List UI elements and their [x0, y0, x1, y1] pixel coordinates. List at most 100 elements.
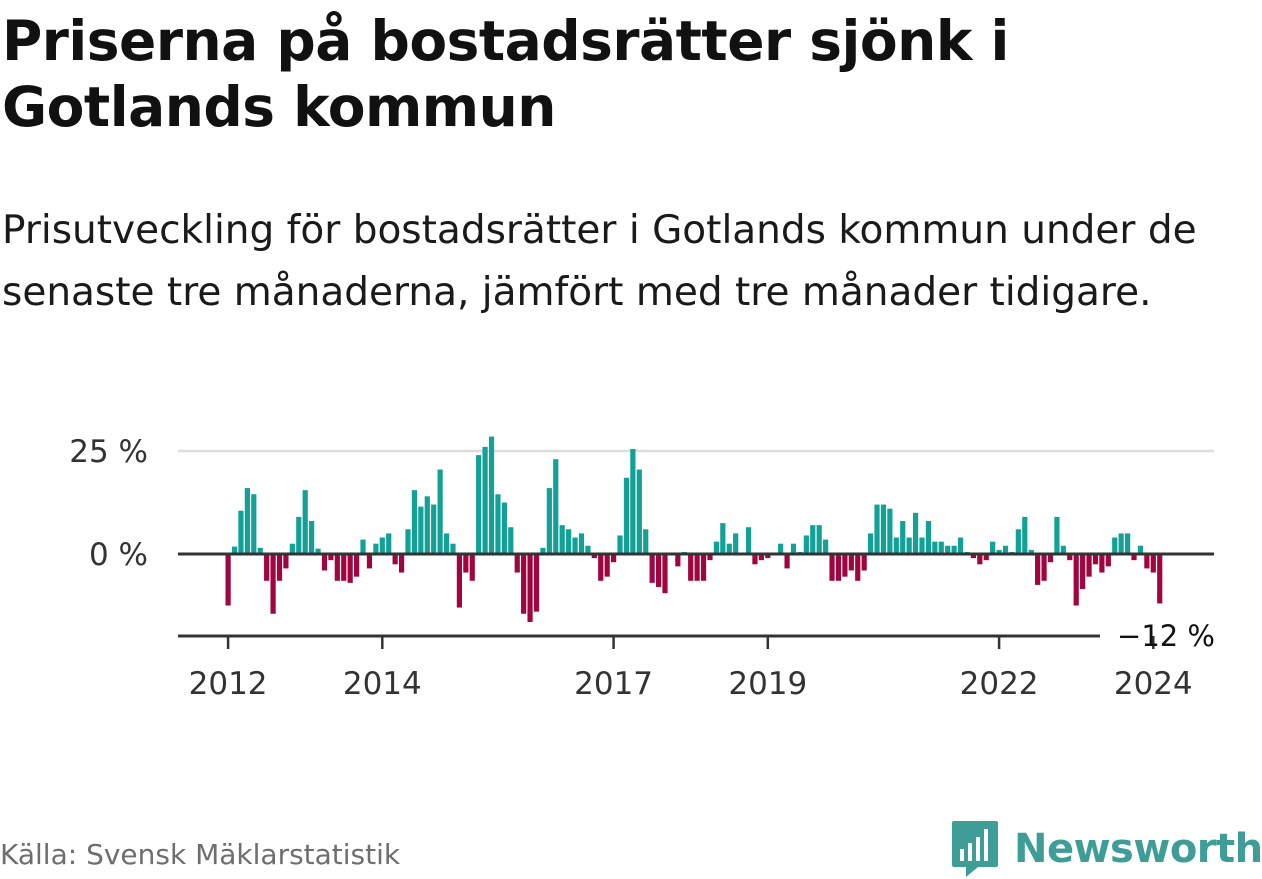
- chart-subtitle: Prisutveckling för bostadsrätter i Gotla…: [2, 208, 1197, 315]
- bar: [932, 541, 938, 554]
- bar: [1125, 533, 1131, 554]
- bar: [366, 554, 373, 569]
- bar: [386, 533, 392, 554]
- bar: [527, 554, 533, 622]
- brand-logo: Newsworthy: [950, 819, 1262, 879]
- bar: [700, 554, 707, 581]
- bar: [912, 512, 919, 554]
- bar: [1086, 554, 1092, 577]
- bar: [1131, 554, 1137, 561]
- bar: [1112, 537, 1118, 554]
- bar: [514, 554, 520, 573]
- bar: [996, 549, 1002, 554]
- bar: [970, 554, 976, 559]
- bar: [848, 554, 854, 571]
- bar: [495, 494, 501, 554]
- bar: [360, 539, 366, 554]
- bar: [790, 543, 797, 554]
- bar: [289, 543, 295, 554]
- bar: [540, 547, 546, 554]
- bar: [328, 554, 334, 561]
- bar: [251, 494, 257, 554]
- bar: [861, 554, 867, 571]
- bar: [829, 554, 835, 581]
- bar: [1080, 554, 1086, 590]
- bar: [591, 554, 597, 559]
- bar: [264, 554, 270, 581]
- bar: [720, 523, 726, 554]
- bar: [707, 554, 713, 561]
- bar: [694, 554, 700, 581]
- bar: [443, 533, 450, 554]
- bar: [823, 539, 829, 554]
- bar: [456, 554, 462, 608]
- bar: [585, 545, 591, 554]
- bar: [655, 554, 662, 587]
- bar: [488, 436, 495, 554]
- bar: [1047, 554, 1054, 563]
- bar: [476, 455, 482, 554]
- bar: [315, 548, 321, 554]
- bar: [604, 554, 610, 577]
- bar: [283, 554, 289, 569]
- bar: [450, 543, 456, 554]
- bar: [745, 527, 752, 554]
- chart-title: Priserna på bostadsrätter sjönk i Gotlan…: [2, 9, 1009, 139]
- bar: [508, 527, 514, 554]
- bar: [546, 488, 552, 554]
- bar: [1118, 533, 1124, 554]
- bar: [1099, 554, 1105, 573]
- x-tick-label: 2014: [343, 666, 422, 700]
- bar: [977, 554, 983, 565]
- bar: [559, 525, 565, 554]
- bar: [842, 554, 848, 577]
- brand-name: Newsworthy: [1014, 826, 1262, 872]
- bar: [758, 554, 764, 561]
- bar: [990, 541, 996, 554]
- bar: [244, 488, 250, 554]
- bar: [431, 504, 437, 554]
- bar: [1137, 545, 1144, 554]
- bar: [713, 541, 719, 554]
- bar: [868, 533, 874, 554]
- bar: [379, 537, 385, 554]
- bar: [398, 554, 405, 573]
- bar: [354, 554, 360, 577]
- bar: [598, 554, 604, 581]
- x-tick-label: 2017: [574, 666, 653, 700]
- bar: [1015, 529, 1021, 554]
- bar: [816, 525, 822, 554]
- bar: [231, 546, 238, 554]
- bar: [1028, 549, 1034, 554]
- bar-series: [225, 436, 1163, 622]
- bar: [257, 547, 263, 554]
- bar-chart: 25 % 0 % 2012 2014 2017 2019 2022 2024 −12 %: [69, 434, 1215, 700]
- bar: [463, 554, 469, 573]
- x-tick-label: 2024: [1114, 666, 1193, 700]
- bar: [578, 533, 585, 554]
- bar: [893, 537, 899, 554]
- y-axis-labels: 25 % 0 %: [69, 434, 148, 573]
- last-value-label: −12 %: [1117, 619, 1215, 653]
- bar: [501, 502, 507, 554]
- bar: [437, 469, 443, 554]
- bar: [341, 554, 347, 581]
- bar: [662, 554, 668, 594]
- bar: [803, 535, 809, 554]
- bar: [418, 506, 424, 554]
- bar: [1150, 554, 1156, 573]
- bar: [938, 541, 944, 554]
- bar: [566, 529, 572, 554]
- bar: [688, 554, 694, 581]
- bar: [238, 510, 244, 554]
- bar: [1022, 516, 1028, 554]
- bar: [276, 554, 283, 581]
- bar: [572, 537, 578, 554]
- bar: [270, 554, 276, 614]
- bar: [482, 446, 488, 554]
- bar: [411, 490, 418, 554]
- bar: [225, 554, 231, 606]
- bar: [778, 543, 784, 554]
- bar: [630, 448, 636, 554]
- bar: [296, 516, 302, 554]
